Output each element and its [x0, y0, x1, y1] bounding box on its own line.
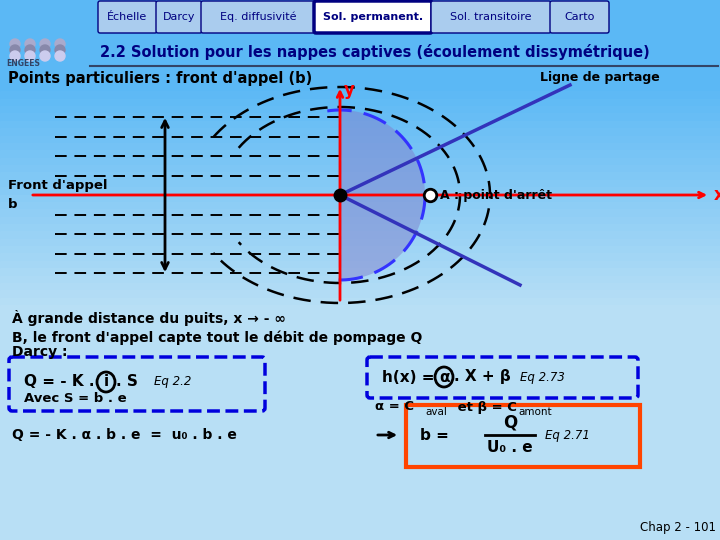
FancyBboxPatch shape	[0, 0, 720, 38]
Circle shape	[40, 51, 50, 61]
FancyBboxPatch shape	[314, 1, 432, 33]
Text: Q = - K . α . b . e  =  u₀ . b . e: Q = - K . α . b . e = u₀ . b . e	[12, 428, 237, 442]
Bar	[0, 283, 720, 291]
Bar	[0, 158, 720, 166]
Bar	[0, 246, 720, 254]
Bar	[0, 143, 720, 151]
Bar	[0, 180, 720, 188]
Text: 2.2 Solution pour les nappes captives (écoulement dissymétrique): 2.2 Solution pour les nappes captives (é…	[100, 44, 649, 60]
FancyBboxPatch shape	[406, 405, 640, 467]
Text: aval: aval	[425, 407, 447, 417]
Text: À grande distance du puits, x → - ∞: À grande distance du puits, x → - ∞	[12, 310, 286, 326]
FancyBboxPatch shape	[550, 1, 609, 33]
Bar	[0, 165, 720, 173]
Text: Eq 2.73: Eq 2.73	[520, 370, 565, 383]
Circle shape	[55, 51, 65, 61]
Polygon shape	[340, 110, 425, 280]
Circle shape	[10, 51, 20, 61]
Circle shape	[25, 45, 35, 55]
Text: b =: b =	[420, 428, 449, 442]
Bar	[0, 291, 720, 299]
Text: x: x	[714, 186, 720, 204]
FancyBboxPatch shape	[2, 35, 87, 67]
Circle shape	[55, 45, 65, 55]
Text: Eq 2.2: Eq 2.2	[154, 375, 192, 388]
Bar	[0, 84, 720, 92]
Text: Avec S = b . e: Avec S = b . e	[24, 392, 127, 404]
Bar	[0, 91, 720, 100]
FancyBboxPatch shape	[367, 357, 638, 398]
Circle shape	[40, 45, 50, 55]
Circle shape	[55, 39, 65, 49]
Circle shape	[40, 39, 50, 49]
Bar	[0, 239, 720, 247]
Text: Sol. permanent.: Sol. permanent.	[323, 12, 423, 22]
Text: Q: Q	[503, 414, 517, 432]
Text: Darcy: Darcy	[163, 12, 195, 22]
FancyBboxPatch shape	[431, 1, 551, 33]
Bar	[0, 136, 720, 144]
Circle shape	[25, 51, 35, 61]
Text: U₀ . e: U₀ . e	[487, 441, 533, 456]
FancyBboxPatch shape	[9, 357, 265, 411]
Bar	[0, 217, 720, 225]
Text: Front d'appel: Front d'appel	[8, 179, 107, 192]
Bar	[0, 275, 720, 284]
Bar	[0, 268, 720, 276]
Bar	[0, 224, 720, 232]
FancyBboxPatch shape	[156, 1, 202, 33]
Text: Eq 2.71: Eq 2.71	[545, 429, 590, 442]
Circle shape	[25, 39, 35, 49]
Text: et β = C: et β = C	[453, 401, 517, 414]
Bar	[0, 113, 720, 122]
Bar	[0, 209, 720, 218]
Bar	[0, 231, 720, 240]
Bar	[0, 194, 720, 203]
Text: Chap 2 - 101: Chap 2 - 101	[640, 521, 716, 534]
Text: Eq. diffusivité: Eq. diffusivité	[220, 12, 296, 22]
Bar	[0, 305, 720, 540]
Text: Q = - K .: Q = - K .	[24, 375, 94, 389]
Bar	[0, 121, 720, 129]
Text: A : point d'arrêt: A : point d'arrêt	[440, 188, 552, 201]
Bar	[0, 150, 720, 159]
Text: . S: . S	[116, 375, 138, 389]
Text: amont: amont	[518, 407, 552, 417]
Text: h(x) =: h(x) =	[382, 369, 434, 384]
Text: Sol. transitoire: Sol. transitoire	[450, 12, 532, 22]
Bar	[0, 172, 720, 181]
Bar	[0, 187, 720, 195]
Text: y: y	[344, 81, 355, 99]
Bar	[0, 202, 720, 210]
Text: α = C: α = C	[375, 401, 414, 414]
Bar	[0, 261, 720, 269]
Circle shape	[10, 39, 20, 49]
Bar	[0, 253, 720, 262]
Text: Ligne de partage: Ligne de partage	[540, 71, 660, 84]
Text: Échelle: Échelle	[107, 12, 148, 22]
Circle shape	[10, 45, 20, 55]
Bar	[0, 99, 720, 107]
Text: i: i	[104, 375, 109, 389]
Text: B, le front d'appel capte tout le débit de pompage Q: B, le front d'appel capte tout le débit …	[12, 330, 423, 345]
Text: . X + β: . X + β	[454, 369, 510, 384]
Text: ENGEES: ENGEES	[6, 58, 40, 68]
Bar	[0, 298, 720, 306]
Text: α: α	[438, 369, 449, 384]
Text: Carto: Carto	[564, 12, 595, 22]
Text: Darcy :: Darcy :	[12, 345, 68, 359]
FancyBboxPatch shape	[98, 1, 157, 33]
Text: b: b	[8, 199, 17, 212]
Text: Points particuliers : front d'appel (b): Points particuliers : front d'appel (b)	[8, 71, 312, 85]
FancyBboxPatch shape	[201, 1, 315, 33]
Bar	[0, 106, 720, 114]
Bar	[0, 128, 720, 137]
